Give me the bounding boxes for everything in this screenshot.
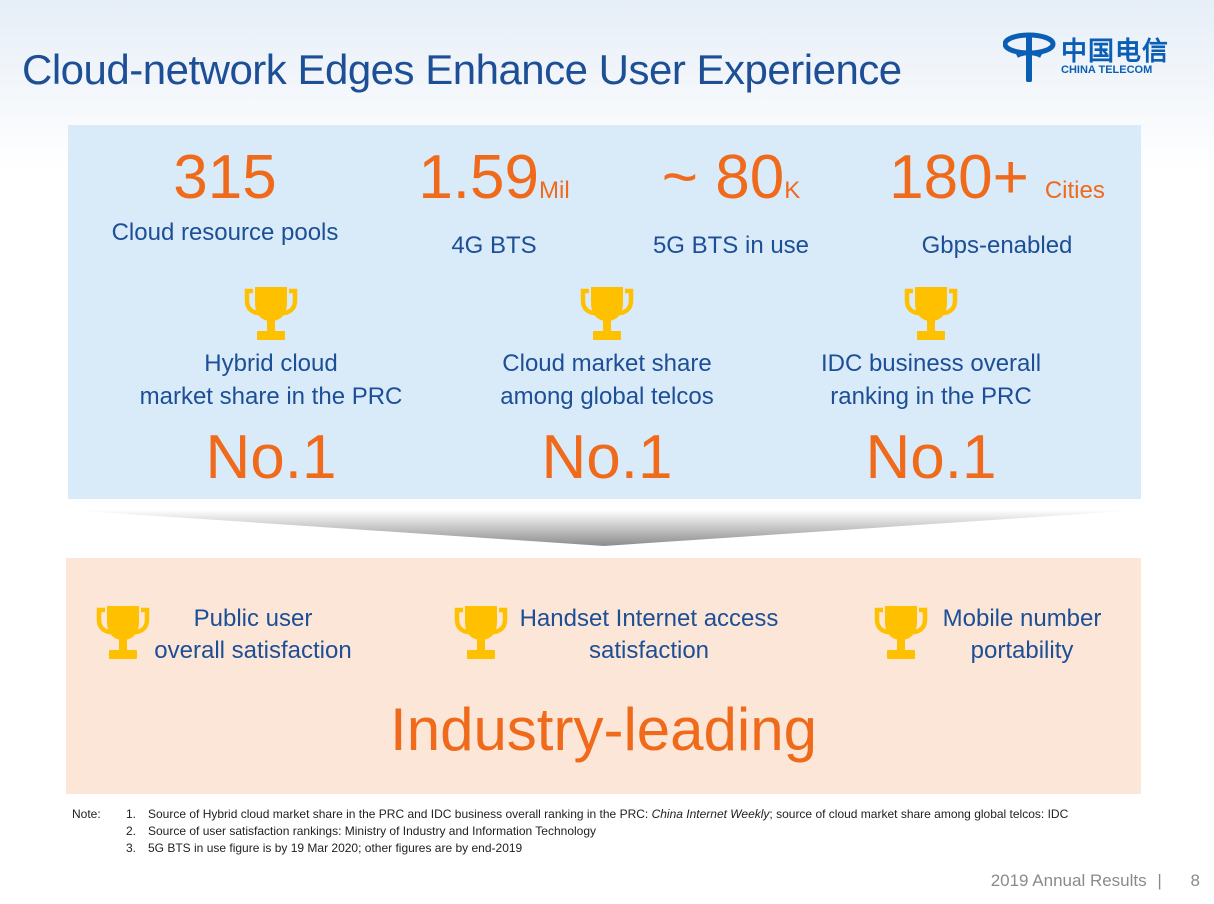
- stat-unit: Cities: [1045, 177, 1105, 204]
- stat-label: Cloud resource pools: [101, 218, 349, 248]
- footnote-number: 1.: [126, 806, 148, 823]
- award-rank: No.1: [121, 421, 421, 495]
- award-label: Cloud market share among global telcos: [457, 347, 757, 413]
- page-number: 8: [1191, 871, 1200, 891]
- footnote-text: Source of Hybrid cloud market share in t…: [126, 806, 1132, 823]
- stat-value: ~ 80K: [636, 138, 826, 231]
- stat-value: 180+ Cities: [876, 138, 1118, 231]
- footer-report-name: 2019 Annual Results: [991, 871, 1147, 891]
- stat-label: 5G BTS in use: [636, 231, 826, 261]
- footnotes: Note: 1. Source of Hybrid cloud market s…: [72, 806, 1132, 857]
- stat-label: Gbps-enabled: [876, 231, 1118, 261]
- stat-value: 1.59Mil: [401, 138, 587, 231]
- stat-value: 315: [101, 138, 349, 218]
- satisfaction-label: Mobile number portability: [934, 603, 1110, 667]
- satisfaction-label: Public user overall satisfaction: [150, 603, 356, 667]
- award-cloud-market-share: Cloud market share among global telcos No…: [457, 285, 757, 495]
- trophy-icon: [874, 603, 928, 663]
- logo-chinese-name: 中国电信: [1061, 31, 1169, 68]
- footnote-text: Source of user satisfaction rankings: Mi…: [126, 823, 1132, 840]
- footer-separator: |: [1157, 871, 1161, 891]
- china-telecom-logo-icon: [1003, 30, 1059, 82]
- footnote-number: 3.: [126, 840, 148, 857]
- trophy-icon: [904, 285, 958, 343]
- footnote-item: 1. Source of Hybrid cloud market share i…: [72, 806, 1132, 823]
- page-footer: 2019 Annual Results | 8: [991, 871, 1200, 891]
- trophy-icon: [244, 285, 298, 343]
- award-rank: No.1: [781, 421, 1081, 495]
- trophy-icon: [454, 603, 508, 663]
- stat-cloud-resource-pools: 315 Cloud resource pools: [101, 138, 349, 248]
- stat-4g-bts: 1.59Mil 4G BTS: [401, 138, 587, 261]
- award-idc-business: IDC business overall ranking in the PRC N…: [781, 285, 1081, 495]
- down-arrow-divider: [68, 508, 1141, 548]
- award-label: Hybrid cloud market share in the PRC: [121, 347, 421, 413]
- award-label: IDC business overall ranking in the PRC: [781, 347, 1081, 413]
- stat-5g-bts: ~ 80K 5G BTS in use: [636, 138, 826, 261]
- award-hybrid-cloud: Hybrid cloud market share in the PRC No.1: [121, 285, 421, 495]
- page-title: Cloud-network Edges Enhance User Experie…: [22, 46, 902, 94]
- trophy-icon: [96, 603, 150, 663]
- footnote-number: 2.: [126, 823, 148, 840]
- trophy-icon: [580, 285, 634, 343]
- award-rank: No.1: [457, 421, 757, 495]
- stat-unit: K: [784, 177, 800, 204]
- satisfaction-label: Handset Internet access satisfaction: [514, 603, 784, 667]
- industry-leading-banner: Industry-leading: [66, 690, 1141, 770]
- stat-unit: Mil: [539, 177, 570, 204]
- stat-gbps-cities: 180+ Cities Gbps-enabled: [876, 138, 1118, 261]
- logo-english-name: CHINA TELECOM: [1061, 64, 1152, 76]
- footnote-item: 3. 5G BTS in use figure is by 19 Mar 202…: [72, 840, 1132, 857]
- stat-label: 4G BTS: [401, 231, 587, 261]
- china-telecom-logo: 中国电信 CHINA TELECOM: [1003, 30, 1173, 82]
- footnote-text: 5G BTS in use figure is by 19 Mar 2020; …: [126, 840, 1132, 857]
- footnote-item: 2. Source of user satisfaction rankings:…: [72, 823, 1132, 840]
